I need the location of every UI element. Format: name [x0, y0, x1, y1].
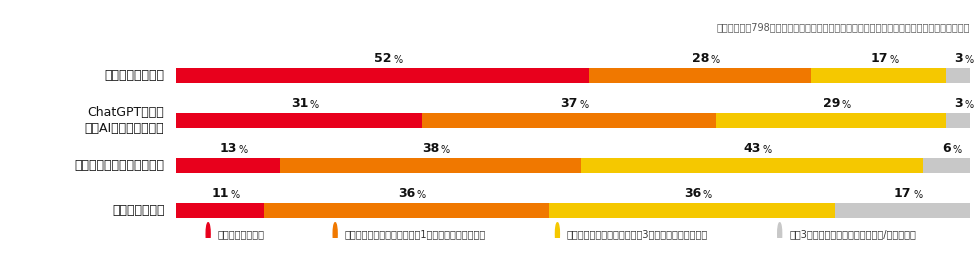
Text: 36: 36	[684, 187, 701, 200]
Text: %: %	[310, 100, 318, 110]
Text: 顧客対応の自動化: 顧客対応の自動化	[105, 69, 165, 82]
Text: %: %	[416, 190, 426, 200]
Text: ChatGPTなどの
生成AIによる業務支援: ChatGPTなどの 生成AIによる業務支援	[85, 106, 165, 135]
Text: %: %	[762, 145, 771, 155]
Text: 研究開発の支援: 研究開発の支援	[112, 204, 165, 217]
Text: 3: 3	[954, 52, 962, 65]
Bar	[176, 113, 422, 129]
Text: 52: 52	[374, 52, 392, 65]
Bar	[176, 158, 279, 173]
Text: 38: 38	[421, 142, 439, 155]
Text: 今後3年以内に活用する予定はない/分からない: 今後3年以内に活用する予定はない/分からない	[789, 229, 916, 239]
Text: 11: 11	[212, 187, 228, 200]
Text: %: %	[889, 55, 899, 65]
Bar	[264, 203, 550, 218]
Bar	[947, 113, 970, 129]
Bar	[176, 68, 589, 83]
Text: %: %	[579, 100, 589, 110]
Bar	[811, 68, 947, 83]
Circle shape	[333, 223, 337, 245]
Text: %: %	[964, 55, 973, 65]
Text: %: %	[953, 145, 961, 155]
Text: 3: 3	[954, 97, 962, 110]
Bar	[835, 203, 970, 218]
Text: 29: 29	[822, 97, 840, 110]
Circle shape	[556, 223, 560, 245]
Text: %: %	[964, 100, 973, 110]
Circle shape	[206, 223, 210, 245]
Text: %: %	[913, 190, 922, 200]
Text: %: %	[842, 100, 851, 110]
Bar	[550, 203, 835, 218]
Text: 43: 43	[743, 142, 760, 155]
Text: サンプル数：798（デジタル・トランスフォーメーションに取り組んでいると回答した企業）: サンプル数：798（デジタル・トランスフォーメーションに取り組んでいると回答した…	[716, 22, 970, 32]
Text: 現在活用していないが、今後1年以内に活用する予定: 現在活用していないが、今後1年以内に活用する予定	[345, 229, 486, 239]
Text: %: %	[703, 190, 711, 200]
Text: %: %	[393, 55, 402, 65]
Text: 13: 13	[220, 142, 237, 155]
Circle shape	[778, 223, 782, 245]
Text: %: %	[238, 145, 247, 155]
Text: 17: 17	[870, 52, 888, 65]
Text: 現在活用していないが、今後3年以内に活用する予定: 現在活用していないが、今後3年以内に活用する予定	[567, 229, 709, 239]
Text: %: %	[230, 190, 239, 200]
Bar	[922, 158, 970, 173]
Text: %: %	[441, 145, 450, 155]
Text: 6: 6	[942, 142, 951, 155]
Bar	[279, 158, 581, 173]
Text: 28: 28	[692, 52, 709, 65]
Bar	[581, 158, 922, 173]
Text: 37: 37	[561, 97, 578, 110]
Bar	[176, 203, 264, 218]
Bar	[589, 68, 811, 83]
Text: 現在活用している: 現在活用している	[218, 229, 265, 239]
Text: 31: 31	[291, 97, 308, 110]
Text: 17: 17	[894, 187, 911, 200]
Bar	[716, 113, 947, 129]
Bar	[947, 68, 970, 83]
Text: 商品やサービスの機能強化: 商品やサービスの機能強化	[74, 159, 165, 172]
Text: 36: 36	[398, 187, 416, 200]
Text: %: %	[710, 55, 719, 65]
Bar	[422, 113, 716, 129]
